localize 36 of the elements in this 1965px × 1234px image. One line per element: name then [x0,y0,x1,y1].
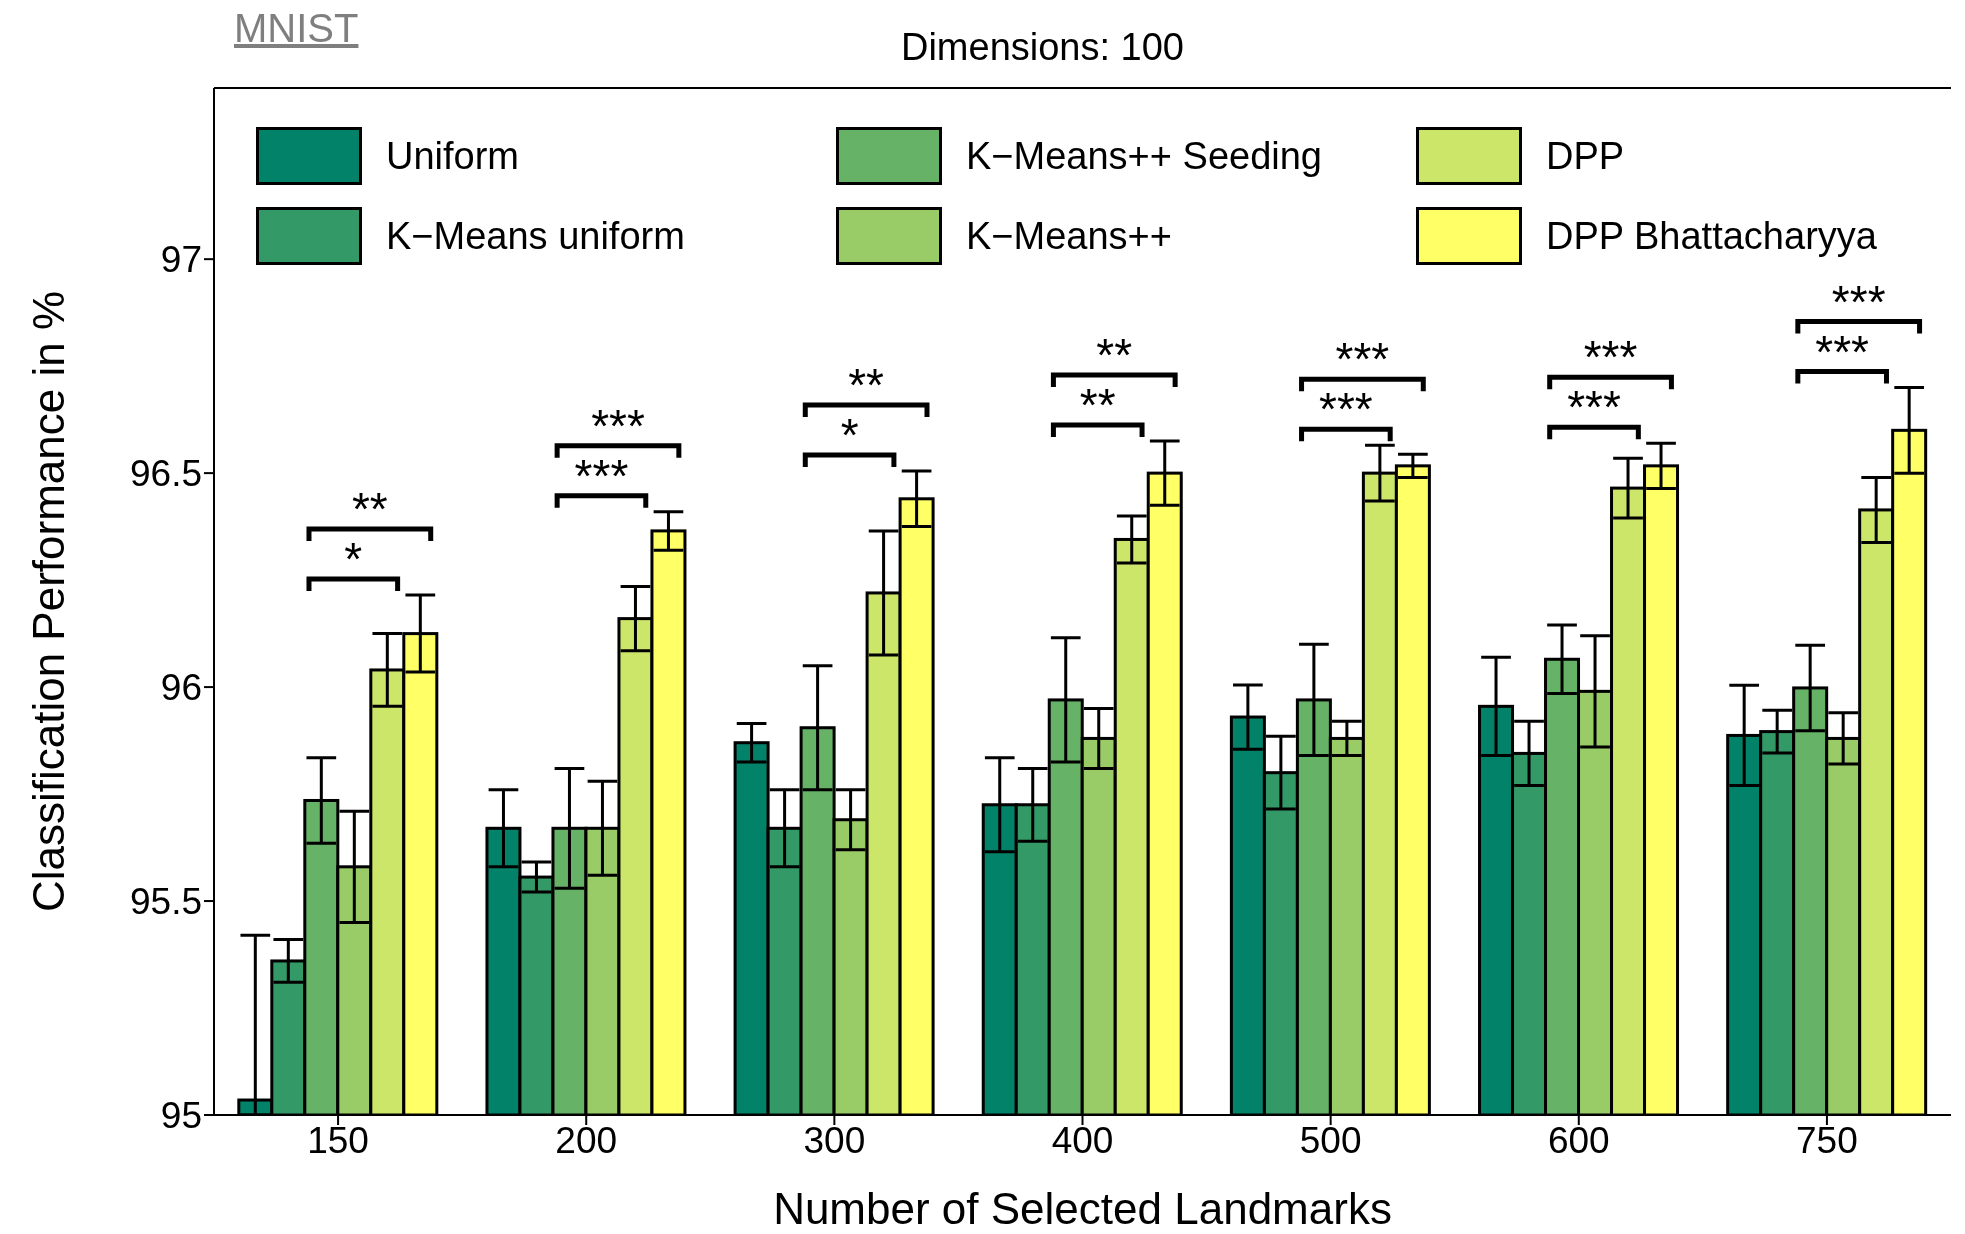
y-tick-label: 95.5 [129,881,202,923]
annotation: *** [1831,275,1886,328]
annotation: ** [1096,329,1133,382]
y-axis-title: Classification Performance in % [23,290,73,913]
x-tick-label: 200 [555,1120,618,1162]
legend-label: K−Means uniform [386,214,685,258]
annotation: *** [1815,325,1870,378]
annotation: ** [351,483,388,536]
y-tick-label: 96.5 [129,453,202,495]
x-tick-label: 500 [1299,1120,1362,1162]
x-tick-label: 400 [1051,1120,1114,1162]
x-tick-label: 300 [803,1120,866,1162]
annotation: *** [1335,333,1390,386]
x-tick-label: 600 [1547,1120,1610,1162]
x-axis-title: Number of Selected Landmarks [773,1184,1392,1233]
annotation: ** [848,358,885,411]
annotation: *** [1583,331,1638,384]
annotation: *** [574,449,629,502]
annotation: ** [1079,379,1116,432]
x-tick-label: 750 [1796,1120,1858,1162]
legend-label: Uniform [386,134,520,178]
annotation: *** [1567,381,1621,434]
y-tick-label: 97 [160,239,202,281]
chart-title: Dimensions: 100 [900,26,1185,68]
y-tick-label: 96 [160,667,202,709]
legend-label: DPP Bhattacharyya [1546,214,1877,258]
annotation: * [840,408,859,461]
x-tick-label: 150 [307,1120,369,1162]
annotation: *** [1319,383,1373,436]
legend-label: K−Means++ [966,214,1172,258]
y-tick-label: 95 [160,1095,202,1137]
legend-label: DPP [1546,134,1625,178]
legend-label: K−Means++ Seeding [966,134,1322,178]
annotation: * [344,533,363,586]
annotation: *** [591,399,645,452]
text: MNIST [234,6,359,51]
